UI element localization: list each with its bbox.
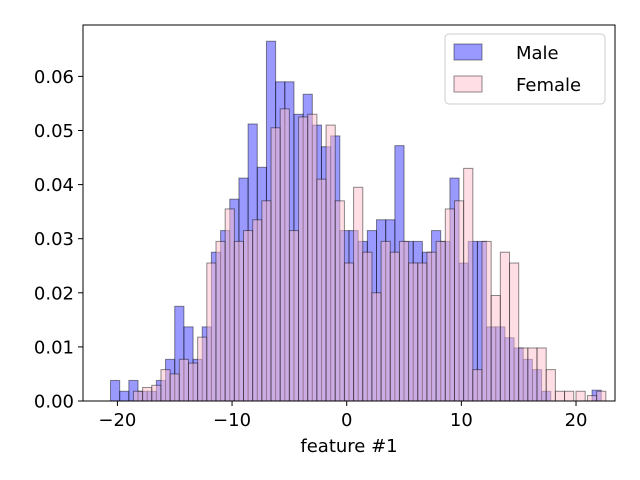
y-tick-label: 0.01 (34, 337, 74, 358)
bar-female (187, 362, 199, 402)
y-tick-label: 0.03 (34, 229, 74, 250)
bar-female (545, 369, 556, 402)
bar-female (380, 240, 391, 402)
legend: Male Female (444, 33, 606, 105)
y-tick-label: 0.05 (34, 121, 74, 142)
x-tick-label: −10 (213, 410, 251, 431)
bar-female (151, 384, 162, 402)
bar-female (288, 230, 300, 402)
x-axis-label: feature #1 (300, 436, 397, 457)
x-tick-label: 20 (565, 410, 588, 431)
bar-female (564, 390, 575, 402)
bar-male (119, 390, 130, 402)
x-tick-label: 0 (341, 410, 352, 431)
legend-swatch-female (453, 75, 483, 93)
bar-female (453, 200, 465, 402)
legend-label-male: Male (516, 43, 559, 64)
bar-female (518, 347, 529, 402)
bar-female (142, 386, 153, 402)
bar-female (527, 347, 538, 402)
legend-swatch-male (453, 43, 483, 61)
bar-female (261, 200, 272, 402)
y-tick-label: 0.06 (34, 67, 74, 88)
bar-female (215, 240, 226, 402)
bar-female (178, 358, 189, 402)
bar-female (279, 108, 290, 402)
bar-female (233, 240, 245, 402)
bar-female (398, 240, 410, 402)
bar-female (499, 251, 511, 402)
y-tick-label: 0.04 (34, 175, 74, 196)
legend-label-female: Female (516, 75, 581, 96)
bar-female (298, 116, 309, 402)
bar-female (371, 292, 382, 402)
bar-female (472, 369, 483, 402)
bar-female (243, 230, 254, 402)
bar-female (586, 395, 598, 402)
bar-female (343, 262, 355, 402)
bar-female (490, 295, 501, 402)
bar-female (132, 390, 144, 402)
bar-female (435, 240, 446, 402)
ticks-layer: −20 −10 0 10 20 0.00 0.01 0.02 0.03 0.04 0.05 0.06 (34, 67, 588, 431)
y-tick-label: 0.00 (34, 392, 74, 413)
bar-female (389, 251, 400, 402)
bar-female (160, 369, 171, 402)
bar-female (596, 390, 607, 402)
bar-female (575, 390, 586, 402)
bar-female (417, 262, 428, 402)
bar-female (444, 208, 455, 402)
y-tick-label: 0.02 (34, 283, 74, 304)
bar-female (307, 113, 318, 402)
legend-box (444, 33, 606, 105)
bar-female (554, 390, 566, 402)
bar-female (408, 262, 419, 402)
x-tick-label: 10 (450, 410, 473, 431)
bar-female (481, 240, 492, 402)
bar-female (270, 127, 281, 402)
bar-female (334, 200, 345, 402)
bar-female (426, 251, 437, 402)
bar-female (197, 336, 208, 402)
bar-female (362, 251, 373, 402)
bar-female (316, 178, 327, 402)
x-tick-label: −20 (98, 410, 136, 431)
bar-female (169, 373, 180, 402)
bar-female (509, 262, 520, 402)
bar-female (224, 208, 235, 402)
plot-frame (82, 24, 616, 402)
bar-female (353, 186, 364, 402)
bar-female (463, 167, 474, 402)
bar-female (252, 219, 263, 402)
bar-male (110, 379, 121, 402)
bar-female (536, 347, 547, 402)
bar-female (325, 124, 336, 402)
bar-female (206, 262, 217, 402)
